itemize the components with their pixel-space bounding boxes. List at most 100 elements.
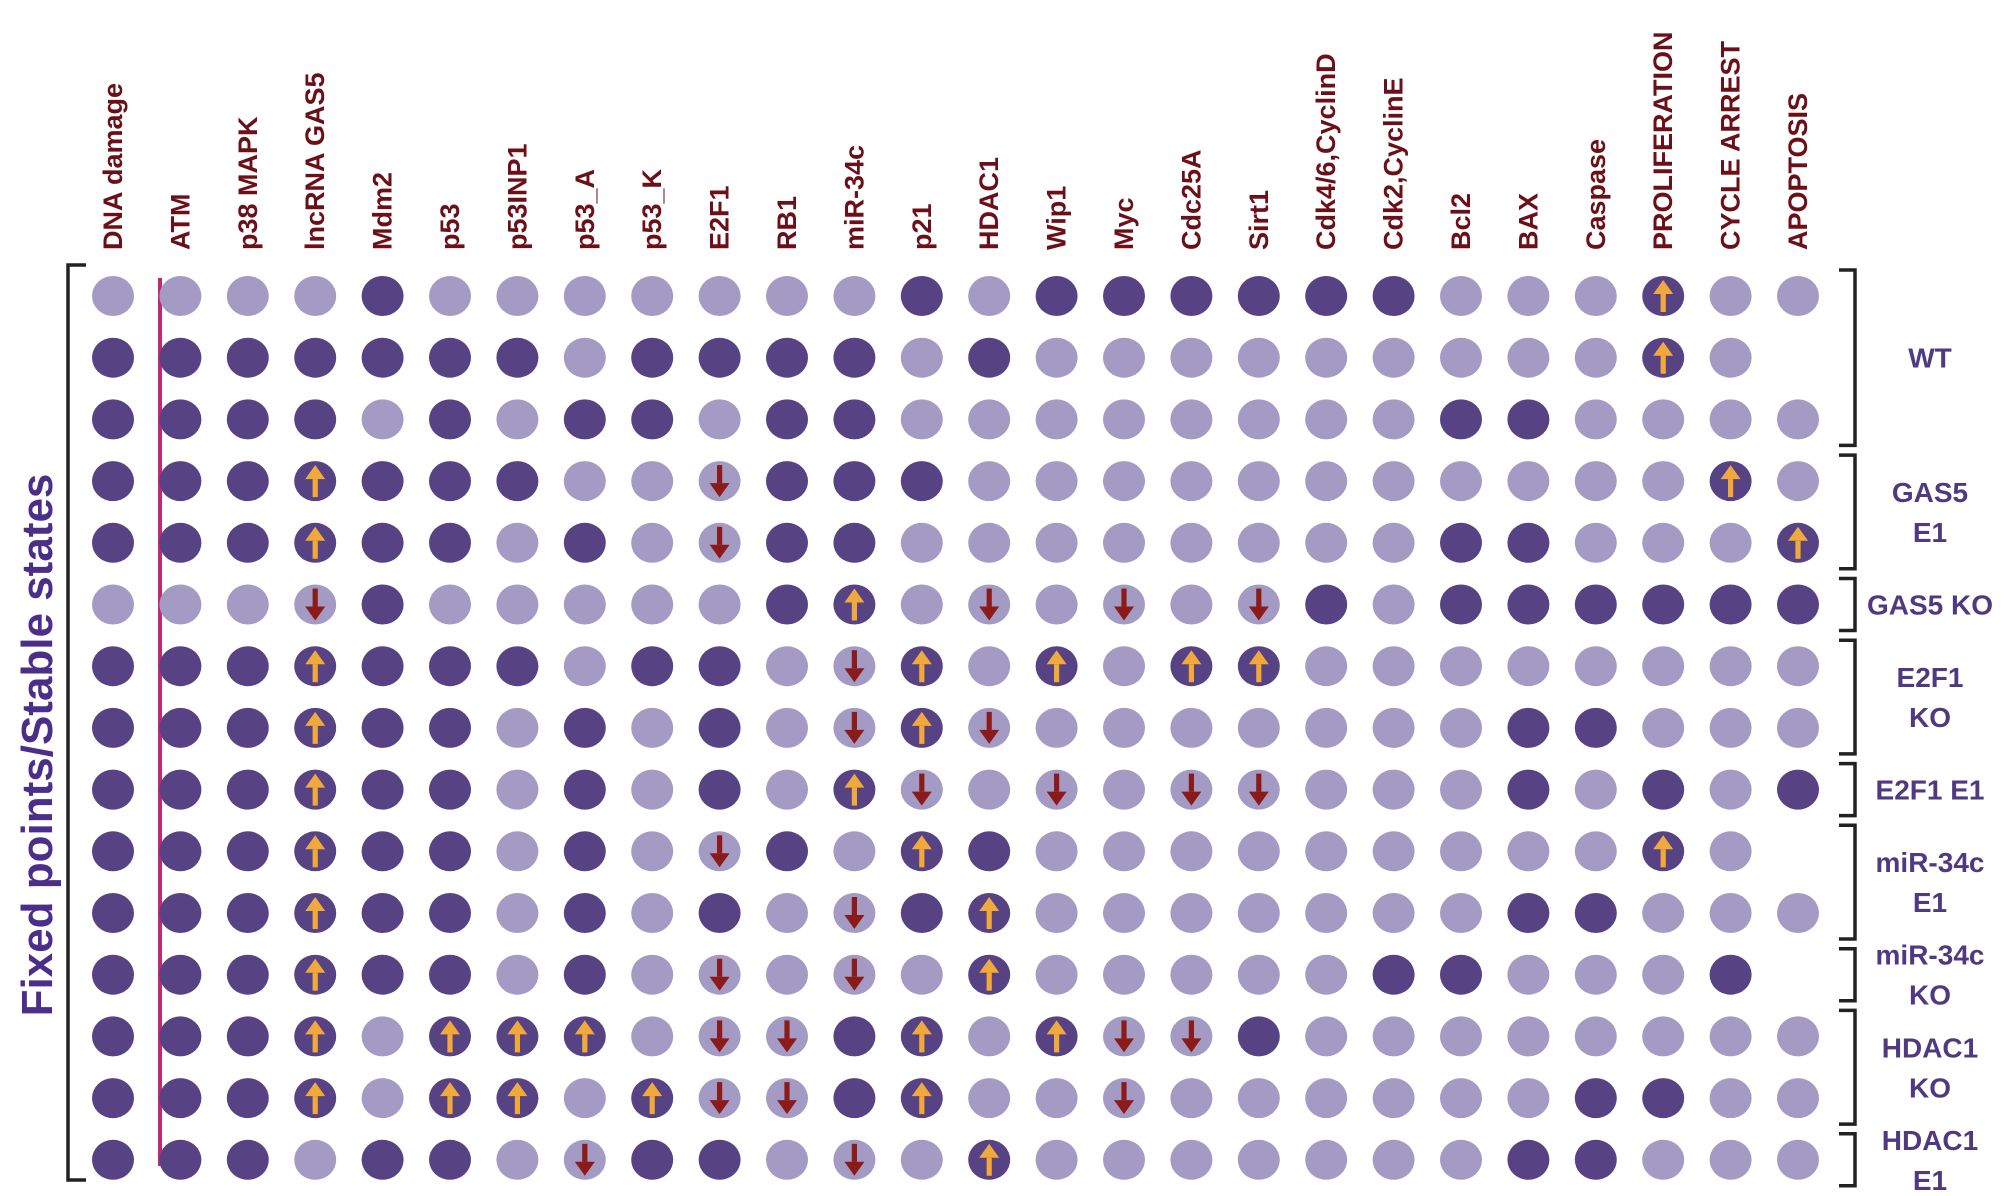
active-node-circle xyxy=(563,893,606,933)
state-cell xyxy=(1709,893,1752,933)
state-cell xyxy=(1574,461,1617,502)
state-cell xyxy=(361,399,404,440)
inactive-node-circle xyxy=(631,584,674,625)
state-cell xyxy=(698,831,741,872)
inactive-node-circle xyxy=(1709,1139,1752,1180)
state-cell xyxy=(429,337,471,378)
inactive-node-circle xyxy=(1372,1078,1415,1119)
inactive-node-circle xyxy=(1170,831,1213,872)
inactive-node-circle xyxy=(92,276,134,316)
state-cell xyxy=(496,831,539,872)
column-label-myc: Myc xyxy=(1109,197,1139,250)
active-node-circle xyxy=(92,1078,134,1119)
inactive-node-circle xyxy=(1507,831,1550,872)
inactive-node-circle xyxy=(1574,337,1617,378)
inactive-node-circle xyxy=(968,646,1011,687)
state-cell xyxy=(1237,646,1280,687)
state-cell xyxy=(968,831,1011,872)
state-cell xyxy=(159,522,202,563)
state-cell xyxy=(1305,1016,1348,1057)
inactive-node-circle xyxy=(1170,954,1213,995)
state-cell xyxy=(698,1016,741,1057)
state-cell xyxy=(1237,337,1280,378)
state-cell xyxy=(496,893,539,933)
state-cell xyxy=(1372,769,1415,810)
state-cell xyxy=(833,954,876,995)
column-label-p53-a: p53_A xyxy=(570,169,600,250)
state-cell xyxy=(361,276,404,316)
inactive-node-circle xyxy=(1777,1139,1819,1180)
inactive-node-circle xyxy=(900,954,943,995)
state-cell xyxy=(1305,954,1348,995)
state-cell xyxy=(496,1139,539,1180)
inactive-node-circle xyxy=(766,893,808,933)
group-label-wt: WT xyxy=(1908,343,1952,374)
state-row xyxy=(92,337,1752,378)
active-node-circle xyxy=(698,707,741,748)
inactive-node-circle xyxy=(698,584,741,625)
up-arrow-icon xyxy=(507,1082,528,1115)
state-cell xyxy=(631,707,674,748)
inactive-node-circle xyxy=(1237,707,1280,748)
active-node-circle xyxy=(429,954,471,995)
state-cell xyxy=(1237,461,1280,502)
state-cell xyxy=(294,893,337,933)
state-cell xyxy=(631,769,674,810)
inactive-node-circle xyxy=(361,399,404,440)
state-cell xyxy=(1170,1078,1213,1119)
state-cell xyxy=(1642,1078,1685,1119)
state-cell xyxy=(1035,276,1078,316)
active-node-circle xyxy=(766,461,808,502)
state-cell xyxy=(361,522,404,563)
state-cell xyxy=(1170,461,1213,502)
inactive-node-circle xyxy=(1035,1078,1078,1119)
state-cell xyxy=(361,646,404,687)
group-label-gas5-ko: GAS5 KO xyxy=(1867,590,1993,621)
active-node-circle xyxy=(92,707,134,748)
state-cell xyxy=(1035,1139,1078,1180)
state-cell xyxy=(92,1016,134,1057)
inactive-node-circle xyxy=(1440,276,1482,316)
state-cell xyxy=(833,1078,876,1119)
up-arrow-icon xyxy=(305,1020,326,1053)
state-cell xyxy=(833,399,876,440)
active-node-circle xyxy=(92,646,134,687)
active-node-circle xyxy=(294,337,337,378)
inactive-node-circle xyxy=(1170,522,1213,563)
state-cell xyxy=(766,522,808,563)
state-cell xyxy=(294,1078,337,1119)
state-cell xyxy=(1440,399,1482,440)
group-bracket xyxy=(1839,823,1857,941)
state-cell xyxy=(429,893,471,933)
inactive-node-circle xyxy=(900,584,943,625)
inactive-node-circle xyxy=(1507,954,1550,995)
inactive-node-circle xyxy=(1642,461,1685,502)
inactive-node-circle xyxy=(1777,1078,1819,1119)
state-cell xyxy=(1170,1139,1213,1180)
inactive-node-circle xyxy=(900,337,943,378)
group-label-mir-34c-ko: miR-34c xyxy=(1876,940,1985,971)
active-node-circle xyxy=(92,1016,134,1057)
state-cell xyxy=(833,584,876,625)
state-cell xyxy=(1440,769,1482,810)
state-cell xyxy=(1574,646,1617,687)
state-cell xyxy=(1305,893,1348,933)
active-node-circle xyxy=(361,954,404,995)
active-node-circle xyxy=(226,646,269,687)
down-arrow-icon xyxy=(1046,773,1067,806)
state-cell xyxy=(294,337,337,378)
active-node-circle xyxy=(159,1016,202,1057)
inactive-node-circle xyxy=(1372,461,1415,502)
inactive-node-circle xyxy=(1035,337,1078,378)
state-cell xyxy=(1170,522,1213,563)
state-cell xyxy=(833,1016,876,1057)
active-node-circle xyxy=(361,893,404,933)
state-cell xyxy=(429,522,471,563)
down-arrow-icon xyxy=(709,1020,730,1053)
state-cell xyxy=(1035,893,1078,933)
inactive-node-circle xyxy=(1305,646,1348,687)
state-cell xyxy=(900,954,943,995)
state-cell xyxy=(1507,1016,1550,1057)
state-cell xyxy=(1372,461,1415,502)
